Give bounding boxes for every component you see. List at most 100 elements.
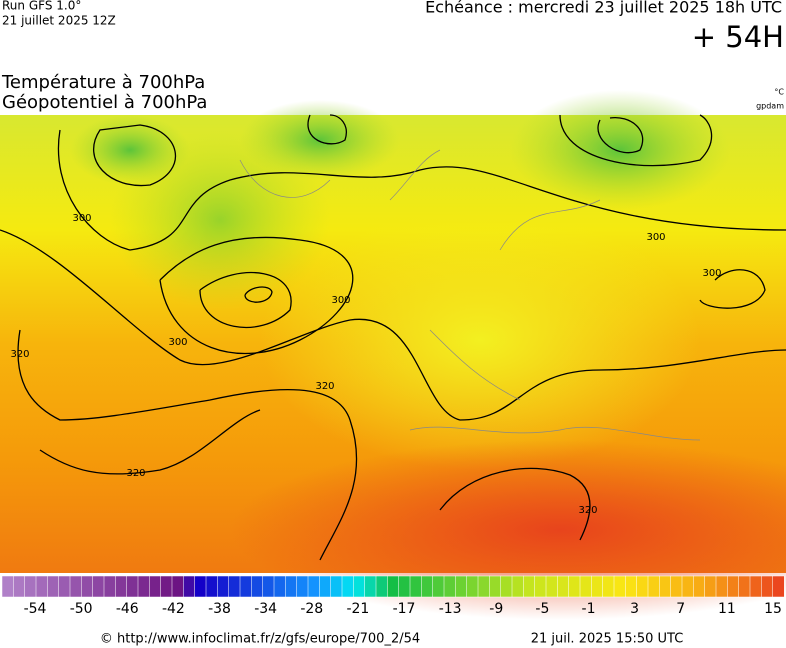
color-swatch bbox=[160, 575, 173, 598]
field-patch bbox=[260, 210, 700, 470]
color-swatch bbox=[330, 575, 343, 598]
field-patch bbox=[510, 90, 730, 210]
generated: 21 juil. 2025 15:50 UTC bbox=[531, 632, 684, 647]
color-swatch bbox=[47, 575, 60, 598]
source: © http://www.infoclimat.fr/z/gfs/europe/… bbox=[100, 632, 420, 647]
colorbar: -54 -50 -46 -42 -38 -34 -28 -21 -17 -13 -9 -5 -1 3 7 11… bbox=[1, 575, 785, 617]
color-swatch bbox=[409, 575, 422, 598]
contour-label: 300 bbox=[168, 337, 187, 348]
coast bbox=[239, 149, 701, 441]
color-swatch bbox=[432, 575, 445, 598]
color-swatch bbox=[477, 575, 490, 598]
color-swatch bbox=[92, 575, 105, 598]
color-swatch bbox=[693, 575, 706, 598]
color-swatch bbox=[194, 575, 207, 598]
color-swatch bbox=[81, 575, 94, 598]
contour-label: 320 bbox=[578, 505, 597, 516]
color-swatch bbox=[375, 575, 388, 598]
color-swatch bbox=[285, 575, 298, 598]
color-swatch bbox=[24, 575, 37, 598]
contour bbox=[159, 236, 354, 354]
color-swatch bbox=[681, 575, 694, 598]
color-swatch bbox=[625, 575, 638, 598]
contour-label: 320 bbox=[10, 349, 29, 360]
contour bbox=[597, 116, 644, 154]
map: 300 300 300 300 300 320 320 320 320 bbox=[0, 90, 786, 620]
color-swatch bbox=[149, 575, 162, 598]
contour bbox=[0, 229, 786, 421]
contour bbox=[17, 329, 358, 561]
colorbar-label: -21 bbox=[346, 601, 369, 617]
color-swatch bbox=[568, 575, 581, 598]
color-swatch bbox=[296, 575, 309, 598]
color-swatch bbox=[171, 575, 184, 598]
colorbar-label: -34 bbox=[254, 601, 277, 617]
color-swatch bbox=[364, 575, 377, 598]
contour-label: 300 bbox=[331, 295, 350, 306]
color-swatch bbox=[670, 575, 683, 598]
colorbar-label: -28 bbox=[300, 601, 323, 617]
color-swatch bbox=[466, 575, 479, 598]
color-swatch bbox=[761, 575, 774, 598]
color-swatch bbox=[523, 575, 536, 598]
colorbar-label: 3 bbox=[630, 601, 639, 617]
color-swatch bbox=[69, 575, 82, 598]
colorbar-label: -5 bbox=[535, 601, 549, 617]
color-swatch bbox=[557, 575, 570, 598]
color-swatch bbox=[115, 575, 128, 598]
colorbar-label: -17 bbox=[393, 601, 416, 617]
color-swatch bbox=[398, 575, 411, 598]
color-swatch bbox=[387, 575, 400, 598]
contour-label: 320 bbox=[315, 381, 334, 392]
color-swatch bbox=[738, 575, 751, 598]
color-swatch bbox=[1, 575, 14, 598]
color-swatch bbox=[137, 575, 150, 598]
color-swatch bbox=[58, 575, 71, 598]
color-swatch bbox=[13, 575, 26, 598]
color-swatch bbox=[262, 575, 275, 598]
color-swatch bbox=[579, 575, 592, 598]
color-swatch bbox=[455, 575, 468, 598]
color-swatch bbox=[307, 575, 320, 598]
color-swatch bbox=[421, 575, 434, 598]
contour-label: 300 bbox=[702, 268, 721, 279]
field-patch bbox=[110, 130, 330, 310]
contour-label: 320 bbox=[126, 468, 145, 479]
color-swatch bbox=[353, 575, 366, 598]
color-swatch bbox=[273, 575, 286, 598]
colorbar-label: 11 bbox=[718, 601, 736, 617]
colorbar-label: -1 bbox=[582, 601, 596, 617]
unit: °C bbox=[774, 88, 784, 97]
color-swatch bbox=[511, 575, 524, 598]
color-swatch bbox=[443, 575, 456, 598]
color-swatch bbox=[591, 575, 604, 598]
colorbar-label: -42 bbox=[162, 601, 185, 617]
colorbar-label: -46 bbox=[116, 601, 139, 617]
color-swatch bbox=[35, 575, 48, 598]
colorbar-label: -9 bbox=[489, 601, 503, 617]
contours bbox=[0, 114, 786, 561]
contour bbox=[57, 129, 786, 251]
contour bbox=[93, 124, 177, 187]
color-swatch bbox=[715, 575, 728, 598]
colorbar-label: 7 bbox=[676, 601, 685, 617]
coastlines bbox=[239, 149, 701, 441]
contour bbox=[39, 409, 261, 475]
color-swatch bbox=[103, 575, 116, 598]
contour bbox=[699, 269, 766, 309]
colorbar-label: -13 bbox=[439, 601, 462, 617]
contour bbox=[559, 114, 713, 167]
lead-time: + 54H bbox=[692, 20, 784, 54]
color-swatch bbox=[228, 575, 241, 598]
color-swatch bbox=[489, 575, 502, 598]
color-swatch bbox=[251, 575, 264, 598]
valid-time: Echéance : mercredi 23 juillet 2025 18h … bbox=[425, 0, 782, 17]
colorbar-label: -54 bbox=[24, 601, 47, 617]
run-date: 21 juillet 2025 12Z bbox=[2, 14, 116, 28]
color-swatch bbox=[534, 575, 547, 598]
color-swatch bbox=[659, 575, 672, 598]
contour-label: 300 bbox=[72, 213, 91, 224]
colorbar-label: 15 bbox=[764, 601, 782, 617]
